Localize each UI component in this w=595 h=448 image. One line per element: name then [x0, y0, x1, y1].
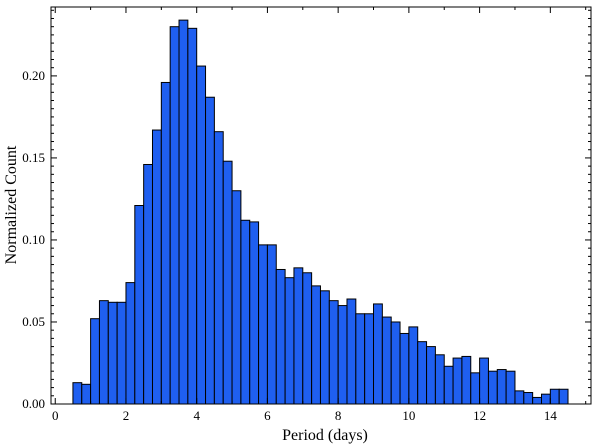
y-axis-label: Normalized Count	[3, 145, 20, 264]
histogram-bar	[134, 205, 145, 405]
histogram-bar	[390, 321, 401, 405]
histogram-bar	[266, 244, 277, 405]
histogram-bar	[417, 341, 428, 405]
histogram-bar	[178, 19, 189, 405]
x-tick-label: 12	[473, 408, 486, 423]
y-tick-label: 0.20	[22, 68, 45, 83]
histogram-bar	[151, 129, 162, 405]
histogram-bar	[160, 81, 171, 405]
histogram-bar	[364, 313, 375, 405]
histogram-bar	[222, 160, 233, 405]
histogram-bar	[231, 190, 242, 405]
x-tick-label: 8	[335, 408, 342, 423]
histogram-bar	[470, 372, 481, 405]
histogram-bar	[558, 388, 569, 405]
histogram-bar	[275, 268, 286, 405]
histogram-bar	[187, 27, 198, 405]
y-tick-label: 0.00	[22, 396, 45, 411]
histogram-bar	[461, 355, 472, 405]
y-tick-label: 0.10	[22, 232, 45, 247]
histogram-bar	[90, 318, 100, 405]
histogram-bar	[479, 357, 489, 405]
histogram-bar	[337, 305, 348, 405]
histogram-bar	[346, 298, 357, 405]
histogram-bar	[532, 396, 542, 405]
x-tick-label: 6	[264, 408, 271, 423]
y-tick-label: 0.05	[22, 314, 45, 329]
histogram-bar	[487, 370, 498, 405]
histogram-bar	[328, 300, 339, 405]
histogram-bar	[549, 388, 560, 405]
histogram-bar	[399, 332, 410, 405]
histogram-bar	[213, 131, 224, 405]
histogram-bar	[496, 369, 507, 405]
histogram-bar	[72, 382, 83, 405]
x-tick-label: 4	[193, 408, 200, 423]
histogram-bar	[293, 267, 304, 405]
histogram-bar	[169, 26, 180, 405]
x-tick-label: 14	[544, 408, 558, 423]
x-tick-label: 2	[123, 408, 130, 423]
x-tick-label: 10	[402, 408, 415, 423]
histogram-bar	[311, 285, 321, 405]
bars-group	[72, 19, 569, 405]
histogram-bar	[505, 370, 516, 405]
histogram-bar	[514, 390, 525, 405]
histogram-bar	[125, 282, 136, 405]
histogram-bar	[523, 392, 534, 405]
histogram-bar	[302, 272, 313, 405]
histogram-bar	[205, 96, 215, 405]
histogram-bar	[98, 300, 109, 405]
histogram-bar	[249, 221, 260, 405]
histogram-bar	[408, 326, 419, 405]
histogram-bar	[284, 277, 295, 405]
x-tick-label: 0	[52, 408, 59, 423]
histogram-bar	[319, 290, 330, 405]
histogram-bar	[452, 357, 463, 405]
histogram-bar	[434, 354, 445, 405]
histogram-bar	[540, 393, 551, 405]
histogram-bar	[196, 65, 207, 405]
histogram-bar	[107, 301, 118, 405]
histogram-bar	[426, 346, 436, 405]
histogram-bar	[116, 301, 127, 405]
y-axis-ticks: 0.00 0.05 0.10 0.15 0.20	[22, 9, 591, 411]
histogram-bar	[381, 316, 392, 405]
histogram-bar	[240, 219, 251, 405]
x-axis-label: Period (days)	[282, 427, 368, 444]
histogram-bar	[443, 365, 454, 405]
histogram-bar	[143, 163, 153, 405]
histogram-bar	[355, 313, 366, 405]
histogram-bar	[373, 303, 383, 405]
y-tick-label: 0.15	[22, 150, 45, 165]
histogram-bar	[258, 244, 268, 405]
x-axis-ticks: 0 2 4 6 8 10 12 14	[52, 7, 587, 423]
histogram-bar	[81, 383, 92, 405]
